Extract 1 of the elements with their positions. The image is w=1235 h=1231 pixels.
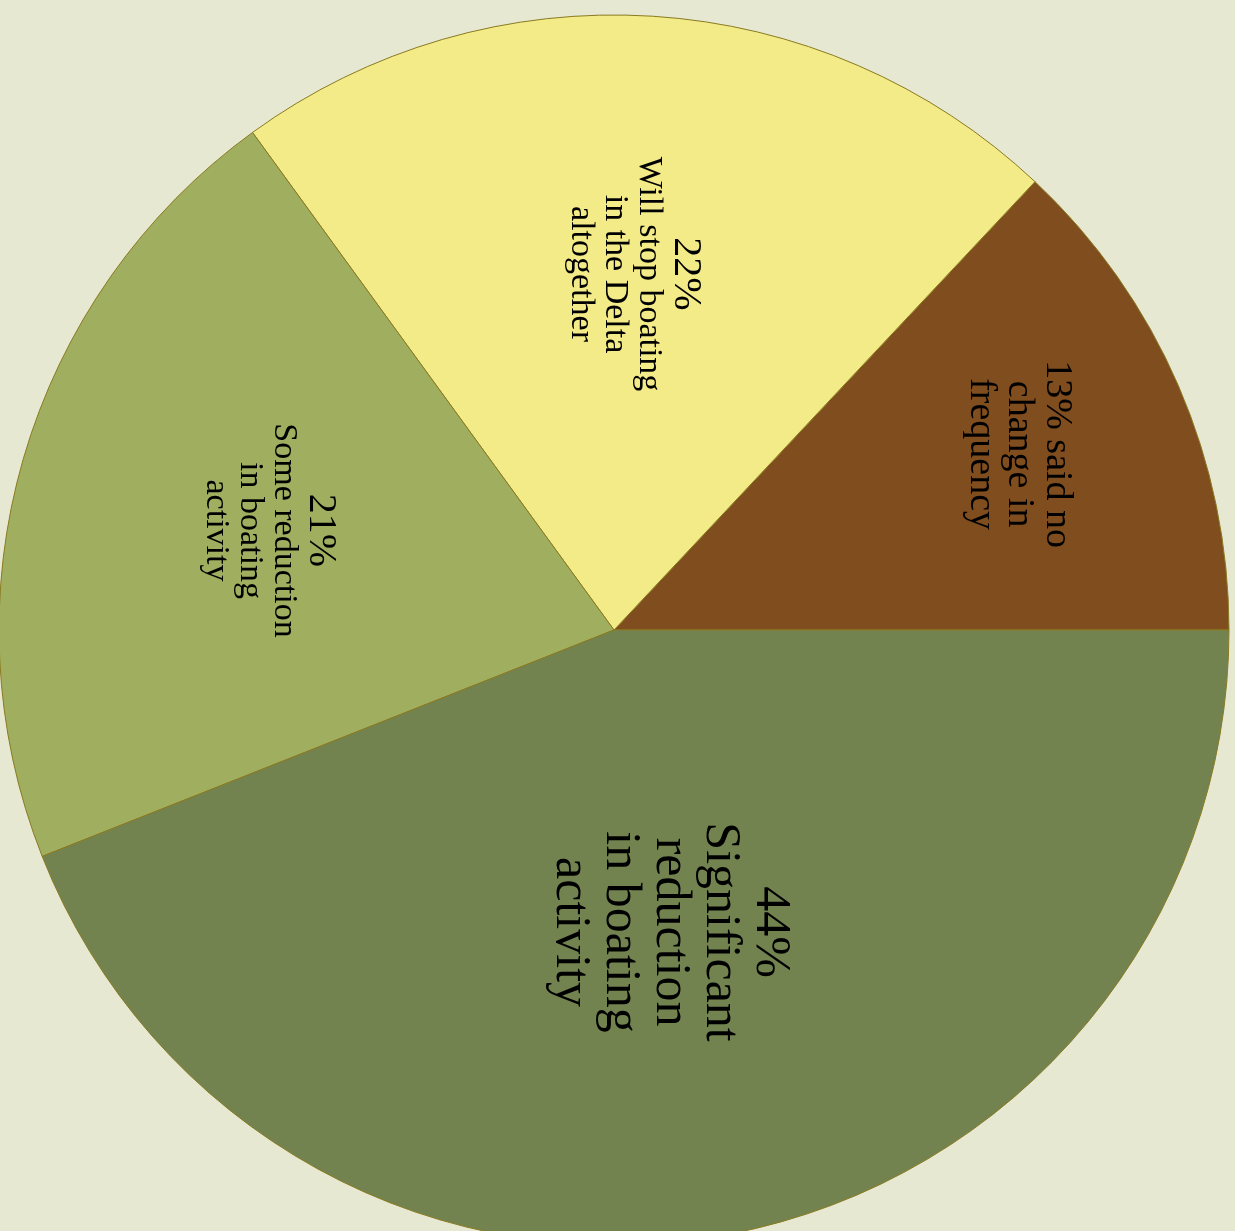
slice-label: 13% said no change in frequency — [962, 360, 1081, 549]
